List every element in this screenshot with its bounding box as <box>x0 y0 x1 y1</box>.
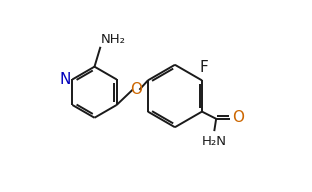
Text: NH₂: NH₂ <box>101 33 126 46</box>
Text: O: O <box>130 82 142 97</box>
Text: H₂N: H₂N <box>202 135 227 148</box>
Text: F: F <box>199 60 208 75</box>
Text: N: N <box>59 72 71 87</box>
Text: O: O <box>232 110 244 125</box>
